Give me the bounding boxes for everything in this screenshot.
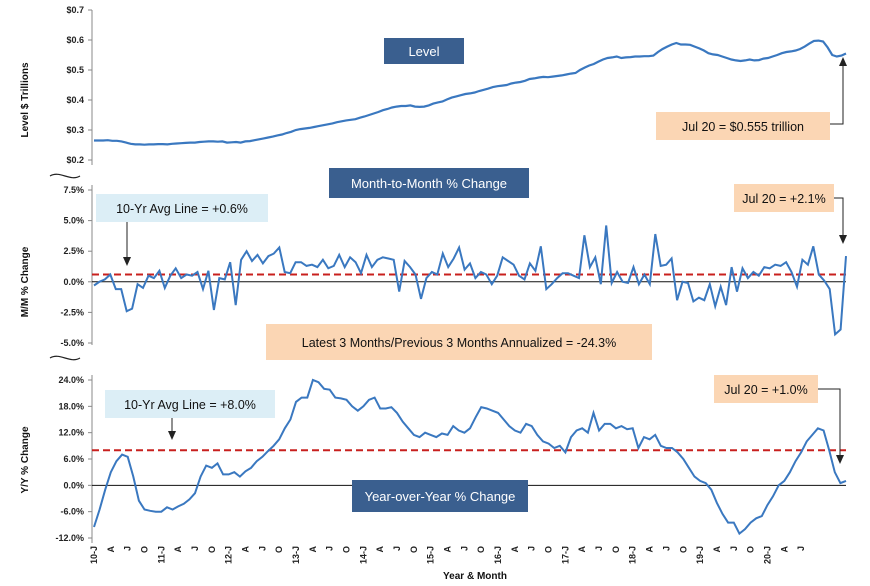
yy-series-line	[93, 378, 847, 536]
mm-average-annotation: 10-Yr Avg Line = +0.6%	[96, 194, 268, 266]
x-tick-label: A	[106, 546, 116, 553]
x-tick-label: 12-J	[224, 546, 234, 564]
yy-ytick-label: 24.0%	[58, 375, 84, 385]
mm-average-text: 10-Yr Avg Line = +0.6%	[116, 202, 248, 216]
level-ytick-label: $0.5	[66, 65, 84, 75]
x-tick-label: A	[241, 546, 251, 553]
x-tick-label: O	[678, 546, 688, 553]
level-ytick-label: $0.2	[66, 155, 84, 165]
mm-series-line	[93, 225, 847, 337]
x-tick-label: 18-J	[628, 546, 638, 564]
yy-ytick-label: 0.0%	[63, 480, 84, 490]
level-ytick-label: $0.6	[66, 35, 84, 45]
x-tick-label: 15-J	[426, 546, 436, 564]
level-axis-title: Level $ Trillions	[20, 62, 31, 137]
x-tick-label: A	[645, 546, 655, 553]
yy-ytick-label: 18.0%	[58, 401, 84, 411]
x-tick-label: A	[712, 546, 722, 553]
x-tick-label: A	[308, 546, 318, 553]
mm-ytick-label: -2.5%	[60, 307, 84, 317]
mm-latest-annotation: Jul 20 = +2.1%	[734, 184, 847, 244]
x-tick-label: A	[375, 546, 385, 553]
x-tick-label: O	[746, 546, 756, 553]
x-tick-label: O	[544, 546, 554, 553]
x-axis-ticks: 10-J A J O 11-J A J O 12-J A J O 13-J A J O 14-J A J O 15-J A…	[89, 546, 806, 565]
yy-average-annotation: 10-Yr Avg Line = +8.0%	[105, 390, 275, 440]
yy-title-box: Year-over-Year % Change	[352, 480, 528, 512]
x-tick-label: A	[510, 546, 520, 553]
x-tick-label: 13-J	[291, 546, 301, 564]
mm-ytick-label: -5.0%	[60, 338, 84, 348]
mm-axis-break	[49, 355, 81, 361]
x-tick-label: J	[459, 546, 469, 551]
x-tick-label: O	[342, 546, 352, 553]
yy-ytick-label: 6.0%	[63, 454, 84, 464]
level-ytick-label: $0.7	[66, 5, 84, 15]
mm-title-box: Month-to-Month % Change	[329, 168, 529, 198]
mm-ytick-label: 0.0%	[63, 277, 84, 287]
x-tick-label: 20-J	[762, 546, 772, 564]
mm-ytick-label: 5.0%	[63, 216, 84, 226]
x-tick-label: 17-J	[560, 546, 570, 564]
x-tick-label: J	[123, 546, 133, 551]
level-panel: Level $ Trillions $0.2 $0.3 $0.4 $0.5 $0.6 $0…	[20, 5, 847, 179]
yy-latest-text: Jul 20 = +1.0%	[724, 383, 807, 397]
x-tick-label: O	[476, 546, 486, 553]
x-tick-label: 11-J	[156, 546, 166, 564]
x-tick-label: O	[274, 546, 284, 553]
level-axis-break	[49, 173, 81, 179]
year-over-year-panel: Y/Y % Change -12.0% -6.0% 0.0% 6.0% 12.0% 18.…	[20, 375, 847, 582]
mm-ytick-label: 2.5%	[63, 246, 84, 256]
level-title-box: Level	[384, 38, 464, 64]
yy-title-text: Year-over-Year % Change	[365, 489, 516, 504]
x-tick-label: 16-J	[493, 546, 503, 564]
yy-latest-annotation: Jul 20 = +1.0%	[714, 375, 844, 464]
level-latest-annotation: Jul 20 = $0.555 trillion	[656, 57, 847, 140]
x-tick-label: J	[661, 546, 671, 551]
x-tick-label: 10-J	[89, 546, 99, 564]
x-tick-label: J	[257, 546, 267, 551]
x-tick-label: J	[594, 546, 604, 551]
x-tick-label: O	[409, 546, 419, 553]
x-tick-label: O	[140, 546, 150, 553]
x-tick-label: 14-J	[358, 546, 368, 564]
x-tick-label: J	[325, 546, 335, 551]
x-tick-label: J	[190, 546, 200, 551]
x-tick-label: 19-J	[695, 546, 705, 564]
mm-axis-title: M/M % Change	[20, 246, 31, 317]
x-tick-label: A	[173, 546, 183, 553]
mm-latest-text: Jul 20 = +2.1%	[742, 192, 825, 206]
yy-ytick-label: -6.0%	[60, 507, 84, 517]
level-latest-arrow	[830, 62, 844, 125]
x-tick-label: J	[527, 546, 537, 551]
x-tick-label: O	[207, 546, 217, 553]
x-tick-label: J	[392, 546, 402, 551]
yy-axis-title: Y/Y % Change	[20, 426, 31, 493]
month-to-month-panel: M/M % Change -5.0%-2.5%0.0%2.5%5.0%7.5% …	[20, 168, 847, 361]
yy-ytick-label: 12.0%	[58, 428, 84, 438]
mm-ytick-label: 7.5%	[63, 185, 84, 195]
yy-average-text: 10-Yr Avg Line = +8.0%	[124, 398, 256, 412]
level-ytick-label: $0.3	[66, 125, 84, 135]
x-tick-label: J	[796, 546, 806, 551]
x-tick-label: J	[729, 546, 739, 551]
x-tick-label: O	[611, 546, 621, 553]
level-latest-text: Jul 20 = $0.555 trillion	[682, 120, 804, 134]
x-tick-label: A	[577, 546, 587, 553]
x-tick-label: A	[443, 546, 453, 553]
level-ytick-label: $0.4	[66, 95, 84, 105]
mm-title-text: Month-to-Month % Change	[351, 176, 507, 191]
mm-annualized-annotation: Latest 3 Months/Previous 3 Months Annual…	[266, 324, 652, 360]
yy-ytick-label: -12.0%	[55, 533, 84, 543]
level-series-line	[94, 39, 847, 146]
level-title-text: Level	[408, 44, 439, 59]
x-axis-title: Year & Month	[443, 571, 507, 582]
mm-annualized-text: Latest 3 Months/Previous 3 Months Annual…	[302, 336, 616, 350]
x-tick-label: A	[779, 546, 789, 553]
